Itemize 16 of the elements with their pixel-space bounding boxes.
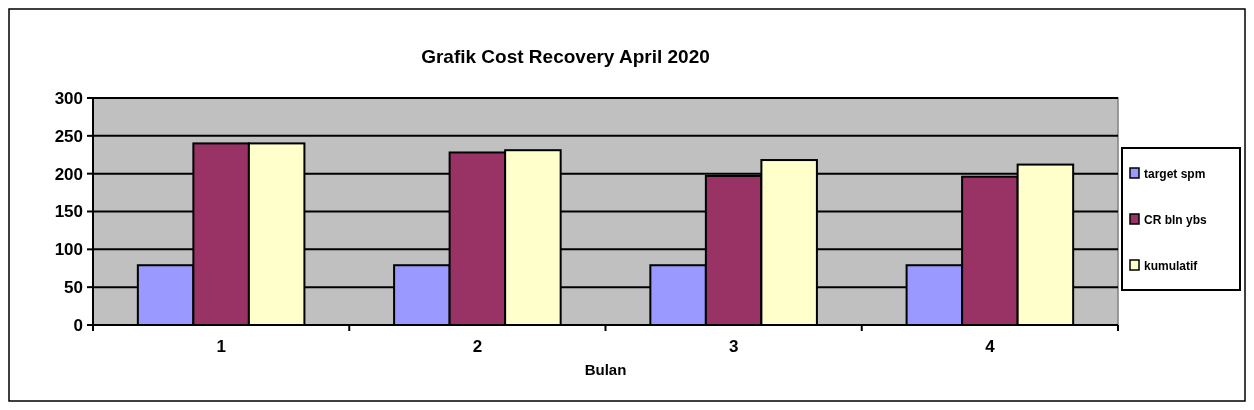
x-axis-title: Bulan [584,361,627,378]
y-tick-label: 200 [54,164,83,184]
x-tick-label: 4 [985,337,996,356]
y-tick-label: 300 [54,88,83,108]
legend-label: kumulatif [1144,258,1199,273]
x-tick-label: 2 [472,337,483,356]
legend-label: CR bln ybs [1144,212,1207,227]
chart-title: Grafik Cost Recovery April 2020 [421,46,710,67]
y-tick-label: 150 [54,202,83,222]
x-tick-label: 1 [216,337,226,356]
y-tick-label: 250 [54,126,83,146]
y-tick-label: 0 [73,315,83,335]
x-tick-label: 3 [728,337,739,356]
legend-label: target spm [1144,166,1206,181]
y-tick-label: 100 [54,240,83,260]
y-tick-label: 50 [64,278,83,298]
